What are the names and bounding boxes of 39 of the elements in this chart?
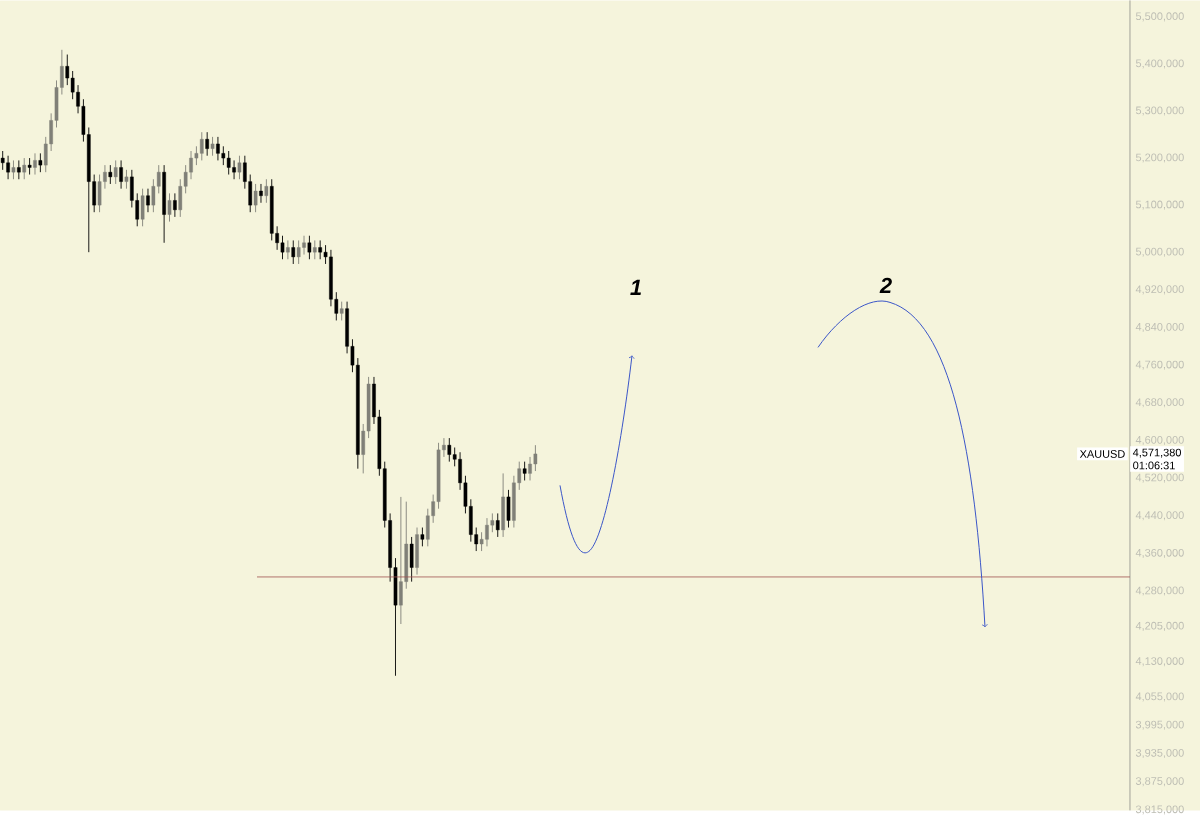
candlestick xyxy=(124,169,129,190)
candlestick xyxy=(339,301,344,321)
candlestick xyxy=(11,160,16,180)
y-tick-label: 4,130,000 xyxy=(1135,657,1184,667)
candlestick xyxy=(253,183,258,213)
candlestick xyxy=(210,136,215,157)
candlestick xyxy=(119,160,123,190)
candlestick xyxy=(140,188,145,227)
candlestick xyxy=(495,513,500,538)
candlestick xyxy=(108,164,113,185)
text: 4,571,380 xyxy=(1132,448,1181,458)
candlestick xyxy=(22,157,27,180)
y-tick-label: 4,600,000 xyxy=(1135,436,1184,446)
candlestick xyxy=(506,489,511,529)
candlestick xyxy=(259,183,263,204)
candlestick xyxy=(409,536,414,583)
candlestick xyxy=(237,155,242,180)
candlestick xyxy=(291,240,296,265)
candlestick xyxy=(522,461,527,482)
candlestick xyxy=(146,188,150,213)
text: 01:06:31 xyxy=(1133,461,1175,470)
candlestick xyxy=(264,178,269,204)
y-tick-label: 5,300,000 xyxy=(1135,106,1184,116)
candlestick xyxy=(286,240,290,260)
y-tick-label: 3,815,000 xyxy=(1135,805,1184,815)
candlestick xyxy=(167,193,172,223)
candlestick xyxy=(173,193,177,218)
candlestick xyxy=(205,131,209,157)
candlestick xyxy=(420,527,425,547)
candlestick xyxy=(113,160,118,185)
y-tick-label: 3,995,000 xyxy=(1135,720,1184,730)
candlestick xyxy=(38,153,43,173)
annotation: XAUUSD xyxy=(1079,450,1125,458)
candlestick xyxy=(307,235,312,260)
candlestick xyxy=(312,240,317,260)
candlestick xyxy=(17,160,21,180)
annotation: 2 xyxy=(879,277,892,294)
candlestick xyxy=(33,153,37,176)
annotation: 1 xyxy=(630,279,641,296)
